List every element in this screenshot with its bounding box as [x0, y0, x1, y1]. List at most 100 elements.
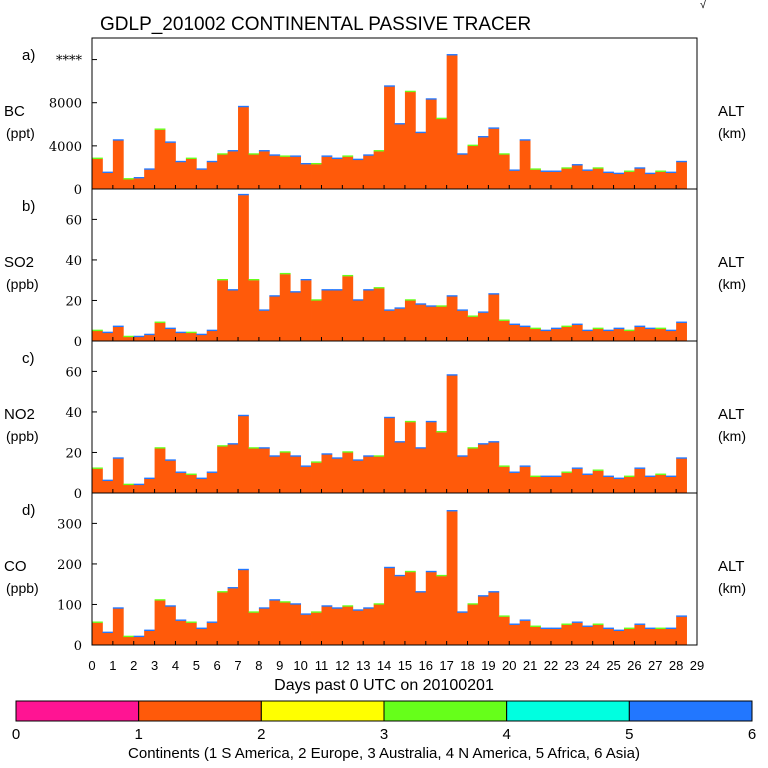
bar-cap — [425, 570, 437, 573]
bar-cap — [519, 465, 531, 467]
bar-cap — [154, 447, 166, 449]
bar — [217, 446, 228, 493]
bar — [644, 328, 656, 341]
bar — [144, 478, 155, 493]
bar-cap — [311, 162, 322, 165]
bar-cap — [404, 299, 416, 301]
colorbar-tick-label: 2 — [257, 726, 265, 743]
bar-cap — [644, 627, 656, 629]
colorbar-segment — [506, 700, 630, 722]
bar-cap — [217, 279, 228, 281]
bar-cap — [540, 170, 552, 172]
species-label: BC — [4, 103, 25, 120]
bar — [311, 462, 322, 493]
x-tick-label: 7 — [234, 658, 241, 673]
bar-cap — [269, 295, 281, 297]
bar-cap — [112, 325, 124, 328]
bar — [561, 472, 573, 493]
bar — [498, 466, 510, 493]
bar — [92, 330, 103, 341]
bar — [519, 140, 531, 189]
bar-cap — [311, 611, 322, 613]
bar — [290, 604, 302, 645]
bar-cap — [467, 144, 479, 147]
bar-cap — [550, 475, 562, 477]
bar — [467, 448, 479, 493]
bar-cap — [196, 333, 208, 336]
bar — [123, 484, 135, 493]
bar-cap — [352, 459, 364, 461]
bar — [550, 628, 562, 645]
bar — [92, 158, 103, 189]
bar — [530, 626, 541, 645]
bar-cap — [290, 291, 302, 293]
bar — [342, 276, 354, 341]
bar — [415, 448, 427, 493]
bar — [467, 316, 479, 341]
bar-cap — [185, 157, 197, 159]
bar-cap — [644, 475, 656, 477]
bar — [185, 474, 197, 493]
bar — [613, 630, 625, 645]
bar-cap — [394, 123, 406, 125]
bar — [102, 632, 114, 645]
x-tick-label: 8 — [255, 658, 262, 673]
bar — [446, 55, 458, 190]
bar — [498, 320, 510, 341]
bar-cap — [144, 477, 155, 480]
bar — [196, 478, 208, 493]
bar-cap — [655, 627, 667, 629]
bar-cap — [457, 611, 468, 613]
bar-cap — [446, 510, 458, 512]
bar-cap — [530, 475, 541, 477]
bar-cap — [530, 625, 541, 627]
bar — [561, 624, 573, 645]
bar-cap — [352, 299, 364, 301]
bar — [498, 154, 510, 189]
bar-cap — [133, 335, 145, 338]
x-tick-label: 24 — [585, 658, 599, 673]
bar — [540, 476, 552, 493]
bar — [352, 460, 364, 493]
bar-cap — [613, 172, 625, 175]
bar-cap — [342, 605, 354, 607]
x-tick-label: 25 — [606, 658, 620, 673]
bar-cap — [498, 615, 510, 617]
bar-cap — [436, 305, 448, 307]
bar — [592, 470, 604, 493]
bar — [530, 169, 541, 189]
bar — [509, 324, 521, 341]
bar-cap — [467, 603, 479, 605]
bar-cap — [363, 607, 375, 609]
bar — [404, 91, 416, 189]
bar — [488, 442, 500, 493]
panel-label: b) — [22, 198, 35, 215]
y-tick-label: 40 — [65, 254, 82, 269]
bar — [165, 142, 176, 189]
bar-cap — [227, 443, 239, 445]
y-tick-label: 300 — [57, 517, 82, 532]
x-tick-label: 18 — [460, 658, 474, 673]
colorbar-tick-label: 3 — [380, 726, 388, 743]
bar — [509, 472, 521, 493]
bar-cap — [185, 473, 197, 475]
bar — [425, 572, 437, 645]
bar — [519, 466, 531, 493]
bar-cap — [342, 155, 354, 157]
bar — [321, 290, 333, 341]
bar — [352, 610, 364, 645]
bar — [185, 622, 197, 645]
bar — [290, 456, 302, 493]
bar — [144, 334, 155, 341]
bar — [613, 478, 625, 493]
bar — [509, 170, 521, 189]
bar — [92, 622, 103, 645]
bar-cap — [467, 315, 479, 317]
bar — [175, 472, 187, 493]
bar — [279, 156, 291, 189]
bar — [248, 612, 260, 645]
bar — [112, 140, 124, 189]
bar-cap — [571, 621, 583, 623]
bar-cap — [238, 414, 249, 417]
